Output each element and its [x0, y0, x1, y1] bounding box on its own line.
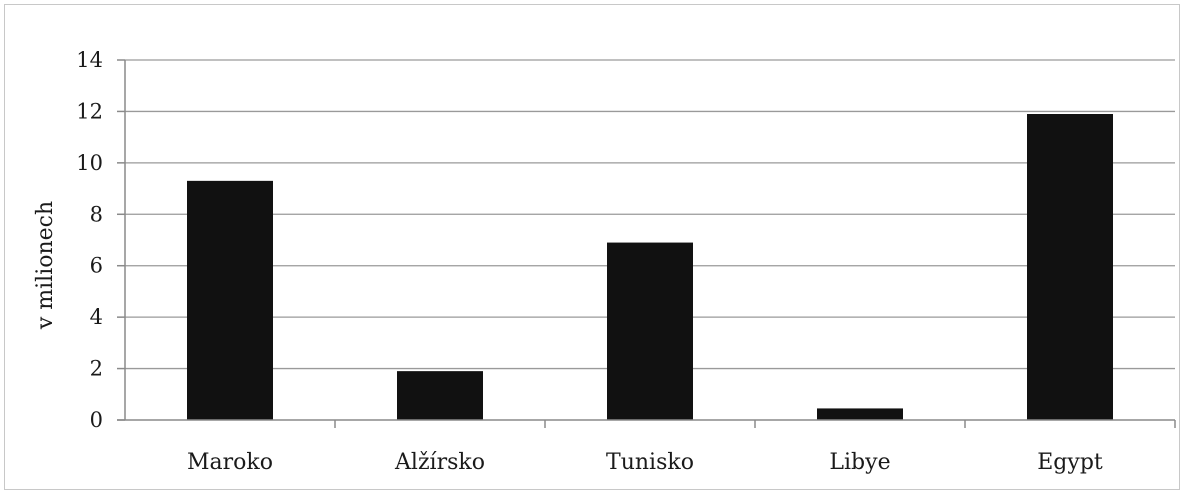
gridlines [125, 59, 1175, 370]
y-tick-label: 14 [76, 48, 103, 72]
y-tick-label: 4 [90, 305, 103, 329]
x-category-label: Egypt [1037, 450, 1103, 475]
bar-alžírsko [397, 371, 483, 420]
y-axis-title: v milionech [33, 201, 58, 330]
y-tick-label: 12 [76, 99, 103, 123]
bar-maroko [187, 180, 273, 420]
x-category-label: Maroko [187, 450, 273, 475]
x-category-label: Alžírsko [394, 450, 485, 475]
bar-egypt [1027, 114, 1113, 420]
y-tick-labels: 0 2 4 6 8 10 12 14 [76, 48, 103, 432]
y-tick-label: 6 [90, 254, 103, 278]
bar-tunisko [607, 242, 693, 420]
x-category-label: Tunisko [606, 450, 694, 475]
bars [187, 114, 1113, 420]
bar-libye [817, 408, 903, 420]
x-category-labels: Maroko Alžírsko Tunisko Libye Egypt [187, 450, 1103, 475]
y-tick-label: 10 [76, 151, 103, 175]
y-tick-label: 8 [90, 202, 103, 226]
y-tick-label: 2 [90, 357, 103, 381]
y-tick-label: 0 [90, 408, 103, 432]
x-category-label: Libye [829, 450, 890, 475]
axes [117, 59, 1176, 428]
